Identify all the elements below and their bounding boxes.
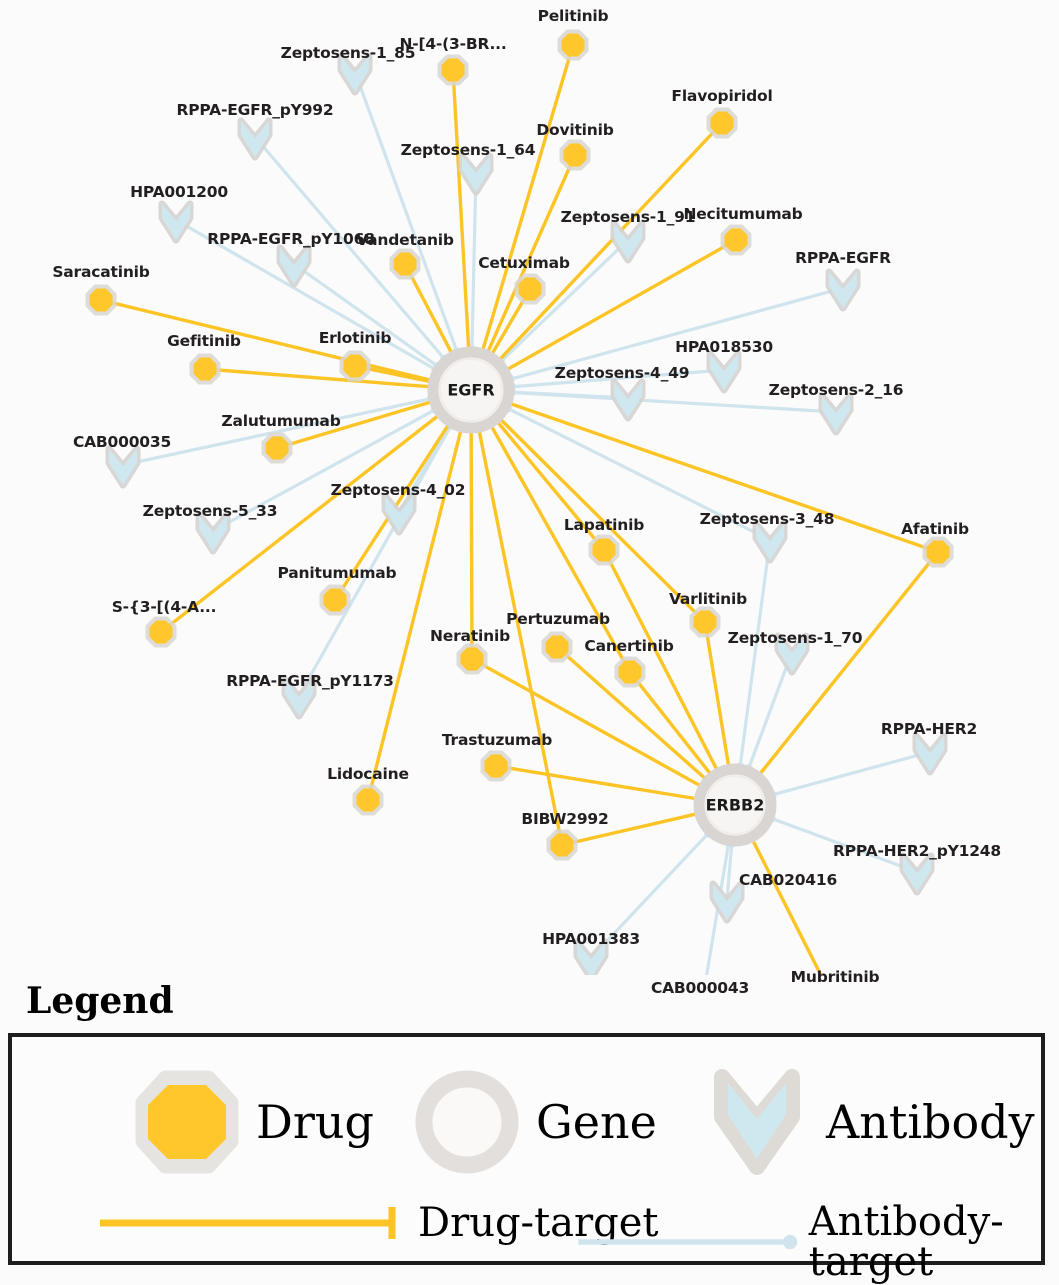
antibody-node[interactable] — [462, 156, 490, 192]
graph-edge — [453, 70, 469, 350]
drug-node[interactable] — [320, 585, 351, 616]
antibody-node[interactable] — [341, 56, 369, 92]
antibody-node[interactable] — [916, 736, 944, 772]
legend-item-antibody-target: Antibody-target — [572, 1202, 1059, 1282]
drug-node[interactable] — [262, 433, 293, 464]
graph-edge — [752, 839, 835, 975]
antibody-node[interactable] — [241, 121, 269, 157]
drug-node[interactable] — [146, 617, 177, 648]
antibody-node[interactable] — [756, 524, 784, 560]
antibody-node[interactable] — [577, 942, 605, 975]
drug-node[interactable] — [707, 108, 738, 139]
gene-node-label: EGFR — [447, 381, 494, 400]
legend: Legend Drug Gene An — [0, 975, 1059, 1280]
drug-node[interactable] — [923, 537, 954, 568]
graph-edge — [748, 652, 792, 769]
drug-octagon-icon — [132, 1067, 242, 1177]
drug-node[interactable] — [390, 249, 421, 280]
graph-edge — [472, 172, 476, 350]
graph-edge — [510, 288, 843, 379]
drug-node[interactable] — [353, 785, 384, 816]
antibody-node[interactable] — [903, 856, 931, 892]
graph-edge — [772, 752, 930, 795]
antibody-target-edge-icon — [572, 1221, 803, 1263]
legend-title: Legend — [26, 980, 174, 1022]
drug-node[interactable] — [190, 354, 221, 385]
graph-edge — [511, 392, 836, 412]
drug-node[interactable] — [542, 632, 573, 663]
graph-edge — [496, 766, 697, 799]
antibody-node[interactable] — [614, 224, 642, 260]
legend-node-row: Drug Gene Antibody — [12, 1067, 1041, 1177]
network-canvas — [0, 0, 1059, 975]
antibody-node[interactable] — [109, 449, 137, 485]
graph-edge — [509, 403, 938, 552]
antibody-node[interactable] — [280, 248, 308, 284]
legend-label-gene: Gene — [536, 1099, 657, 1145]
legend-edge-row: Drug-target Antibody-target — [12, 1202, 1041, 1252]
graph-edge — [176, 220, 436, 370]
drug-node[interactable] — [547, 830, 578, 861]
drug-node[interactable] — [438, 55, 469, 86]
graph-edge — [705, 622, 729, 768]
drug-node[interactable] — [589, 535, 620, 566]
antibody-node[interactable] — [778, 636, 806, 672]
graph-edge — [771, 818, 917, 872]
legend-box: Drug Gene Antibody — [8, 1033, 1045, 1265]
antibody-node[interactable] — [285, 680, 313, 716]
drug-node[interactable] — [721, 225, 752, 256]
gene-node-label: ERBB2 — [706, 796, 765, 815]
antibody-node[interactable] — [614, 382, 642, 418]
edge-layer — [101, 45, 938, 975]
graph-edge — [355, 72, 457, 352]
graph-edge — [499, 418, 705, 622]
legend-item-gene: Gene — [412, 1067, 657, 1177]
antibody-chevron-icon — [702, 1067, 812, 1177]
drug-node[interactable] — [558, 30, 589, 61]
drug-node[interactable] — [481, 751, 512, 782]
graph-edge — [471, 430, 472, 659]
legend-label-drug: Drug — [256, 1099, 374, 1145]
drug-node[interactable] — [515, 274, 546, 305]
legend-label-antibody-target: Antibody-target — [809, 1202, 1059, 1282]
antibody-node[interactable] — [199, 515, 227, 551]
graph-edge — [500, 240, 628, 362]
legend-label-antibody: Antibody — [826, 1099, 1035, 1145]
drug-target-edge-icon — [92, 1202, 412, 1244]
drug-node[interactable] — [615, 657, 646, 688]
drug-node[interactable] — [560, 140, 591, 171]
node-layer — [86, 30, 954, 976]
drug-node[interactable] — [86, 285, 117, 316]
antibody-node[interactable] — [162, 204, 190, 240]
drug-node[interactable] — [690, 607, 721, 638]
drug-node[interactable] — [457, 644, 488, 675]
graph-edge — [506, 240, 736, 370]
graph-edge — [498, 123, 722, 361]
graph-edge — [591, 833, 709, 958]
legend-item-drug: Drug — [132, 1067, 374, 1177]
gene-ring-icon — [412, 1067, 522, 1177]
antibody-node[interactable] — [829, 272, 857, 308]
antibody-node[interactable] — [822, 396, 850, 432]
drug-node[interactable] — [340, 351, 371, 382]
graph-edge — [740, 540, 770, 767]
antibody-node[interactable] — [710, 354, 738, 390]
legend-item-antibody: Antibody — [702, 1067, 1035, 1177]
graph-edge — [562, 814, 698, 845]
